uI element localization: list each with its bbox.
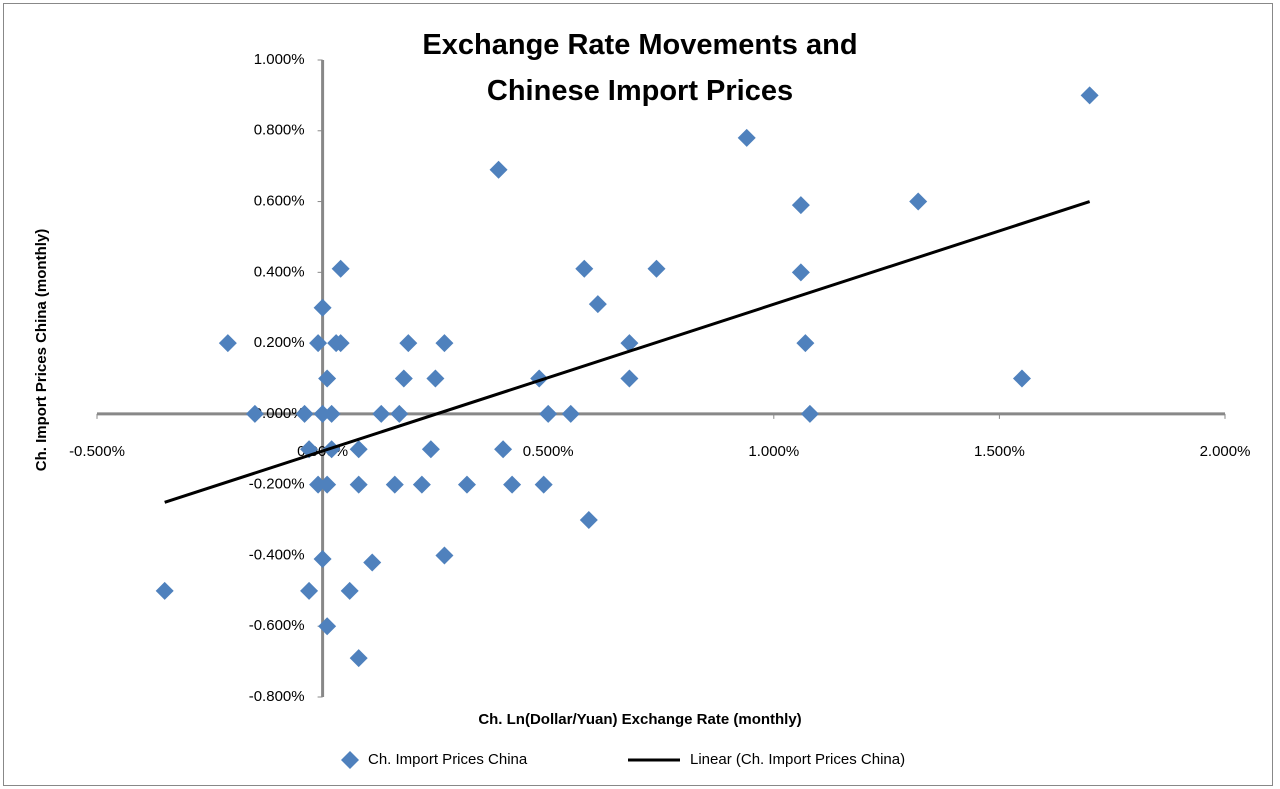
data-point: [349, 440, 368, 459]
y-tick-label: 0.200%: [254, 334, 305, 351]
data-point: [363, 553, 382, 572]
data-point: [503, 475, 522, 494]
data-point: [800, 404, 819, 423]
y-axis-title: Ch. Import Prices China (monthly): [33, 229, 50, 472]
x-tick-label: 1.000%: [748, 443, 799, 460]
x-axis-title: Ch. Ln(Dollar/Yuan) Exchange Rate (month…: [478, 711, 801, 728]
data-point: [737, 128, 756, 147]
data-point: [561, 404, 580, 423]
data-point: [155, 581, 174, 600]
data-point: [909, 192, 928, 211]
data-point: [372, 404, 391, 423]
y-tick-label: -0.200%: [249, 476, 305, 493]
data-point: [539, 404, 558, 423]
data-point: [1012, 369, 1031, 388]
y-tick-label: 1.000%: [254, 51, 305, 68]
data-point: [435, 546, 454, 565]
data-point: [309, 334, 328, 353]
data-point: [318, 369, 337, 388]
data-point: [245, 404, 264, 423]
data-point: [394, 369, 413, 388]
data-point: [620, 369, 639, 388]
data-point: [791, 263, 810, 282]
y-tick-label: 0.600%: [254, 193, 305, 210]
legend-marker: [341, 751, 359, 769]
data-point: [426, 369, 445, 388]
trend-line: [164, 200, 1091, 504]
data-point: [300, 581, 319, 600]
data-point: [421, 440, 440, 459]
data-point: [489, 160, 508, 179]
data-point: [313, 404, 332, 423]
data-point: [318, 475, 337, 494]
data-point: [349, 649, 368, 668]
data-point: [796, 334, 815, 353]
chart-border: [3, 3, 1273, 786]
data-point: [412, 475, 431, 494]
x-tick-label: 1.500%: [974, 443, 1025, 460]
data-point: [1080, 86, 1099, 105]
y-tick-label: -0.600%: [249, 617, 305, 634]
x-tick-label: -0.500%: [69, 443, 125, 460]
data-point: [309, 475, 328, 494]
data-point: [331, 259, 350, 278]
data-point: [331, 334, 350, 353]
y-tick-label: 0.800%: [254, 122, 305, 139]
y-tick-label: 0.000%: [254, 405, 305, 422]
chart-title: Exchange Rate Movements and Chinese Impo…: [422, 29, 858, 107]
x-tick-label: 0.500%: [523, 443, 574, 460]
data-point: [385, 475, 404, 494]
data-point: [295, 404, 314, 423]
x-tick-label: 2.000%: [1200, 443, 1251, 460]
data-point: [313, 549, 332, 568]
data-point: [218, 334, 237, 353]
legend-label: Ch. Import Prices China: [368, 751, 528, 768]
data-point: [313, 298, 332, 317]
data-point: [435, 334, 454, 353]
data-point: [390, 404, 409, 423]
data-point: [340, 581, 359, 600]
data-point: [791, 196, 810, 215]
data-point: [322, 404, 341, 423]
data-point: [575, 259, 594, 278]
data-point: [588, 295, 607, 314]
data-point: [349, 475, 368, 494]
y-tick-label: 0.400%: [254, 263, 305, 280]
data-point: [620, 334, 639, 353]
y-tick-label: -0.800%: [249, 688, 305, 705]
data-point: [579, 511, 598, 530]
data-point: [318, 617, 337, 636]
data-point: [494, 440, 513, 459]
data-point: [647, 259, 666, 278]
data-point: [534, 475, 553, 494]
data-point: [399, 334, 418, 353]
y-tick-label: -0.400%: [249, 546, 305, 563]
legend-label: Linear (Ch. Import Prices China): [690, 751, 905, 768]
data-point: [457, 475, 476, 494]
